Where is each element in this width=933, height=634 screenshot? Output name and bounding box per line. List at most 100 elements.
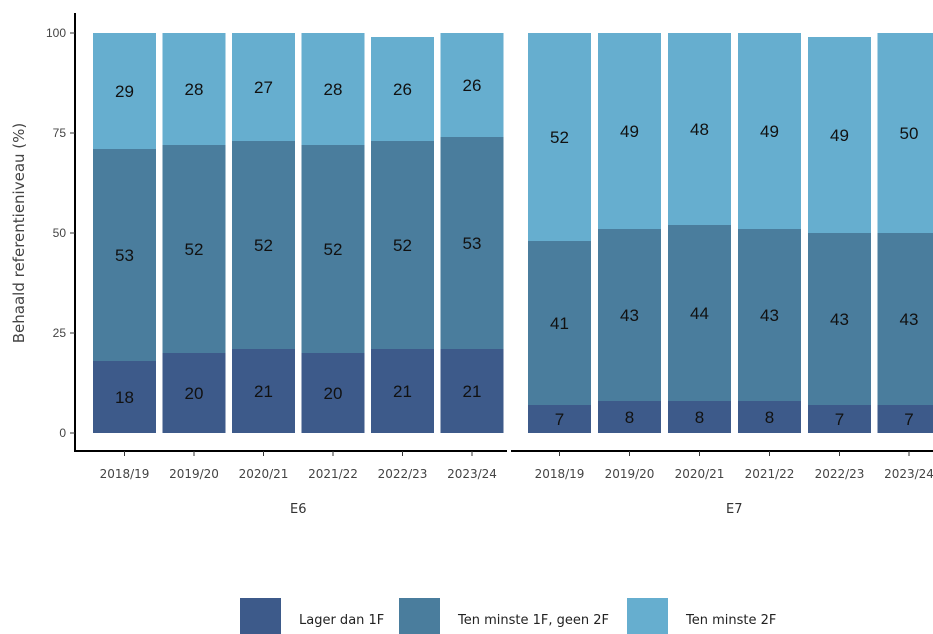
- bar-segment: [598, 33, 661, 229]
- bar-segment: [668, 33, 731, 225]
- data-label: 20: [185, 384, 204, 403]
- bar-segment: [162, 145, 226, 353]
- bar-segment: [877, 405, 933, 433]
- data-label: 52: [393, 236, 412, 255]
- data-label: 43: [900, 310, 919, 329]
- x-tick-label: 2018/19: [100, 467, 150, 481]
- bar-segment: [598, 229, 661, 401]
- data-label: 53: [463, 234, 482, 253]
- bar-segment: [668, 401, 731, 433]
- data-label: 52: [185, 240, 204, 259]
- y-axis: 0 25 50 75 100: [46, 13, 76, 451]
- legend-swatch: [399, 598, 440, 634]
- bar-segment: [440, 137, 504, 349]
- data-label: 7: [835, 410, 844, 429]
- x-tick-label: 2021/22: [308, 467, 358, 481]
- data-label: 28: [185, 80, 204, 99]
- bar-segment: [301, 33, 365, 145]
- x-tick-label: 2022/23: [815, 467, 865, 481]
- legend-label: Lager dan 1F: [299, 613, 384, 628]
- x-tick-label: 2021/22: [745, 467, 795, 481]
- panel-e7: 7 41 52 2018/19 8 43 49 2019/20 8 44 48 2020/21 8 43 4…: [511, 33, 933, 517]
- y-tick-label: 50: [53, 226, 67, 240]
- panel-label: E7: [726, 502, 743, 517]
- bar-segment: [232, 141, 295, 349]
- data-label: 43: [620, 306, 639, 325]
- legend-label: Ten minste 1F, geen 2F: [457, 613, 609, 628]
- legend: Lager dan 1F Ten minste 1F, geen 2F Ten mi…: [240, 598, 776, 634]
- y-axis-label: Behaald referentieniveau (%): [10, 123, 28, 344]
- bar-segment: [93, 33, 156, 149]
- bar-segment: [162, 353, 226, 433]
- legend-item: Ten minste 1F, geen 2F: [399, 598, 609, 634]
- data-label: 52: [324, 240, 343, 259]
- data-label: 41: [550, 314, 569, 333]
- bar-segment: [738, 33, 801, 229]
- bar-segment: [668, 225, 731, 401]
- x-tick-label: 2020/21: [675, 467, 725, 481]
- bar-segment: [528, 405, 591, 433]
- bar-segment: [877, 233, 933, 405]
- data-label: 28: [324, 80, 343, 99]
- x-tick-label: 2022/23: [378, 467, 428, 481]
- bar-segment: [598, 401, 661, 433]
- bar-segment: [528, 241, 591, 405]
- bar-segment: [232, 349, 295, 433]
- bar-segment: [301, 353, 365, 433]
- data-label: 8: [765, 408, 774, 427]
- data-label: 26: [463, 76, 482, 95]
- bar-segment: [371, 141, 434, 349]
- chart-panels: 18 53 29 2018/19 20 52 28 2019/20 21 52 27 2020/21 2…: [74, 33, 933, 517]
- bar-segment: [528, 33, 591, 241]
- data-label: 21: [254, 382, 273, 401]
- legend-label: Ten minste 2F: [685, 613, 776, 628]
- bar-segment: [162, 33, 226, 145]
- data-label: 8: [695, 408, 704, 427]
- data-label: 50: [900, 124, 919, 143]
- x-tick-label: 2023/24: [447, 467, 497, 481]
- x-tick-label: 2018/19: [535, 467, 585, 481]
- panel-label: E6: [290, 502, 307, 517]
- data-label: 8: [625, 408, 634, 427]
- data-label: 52: [550, 128, 569, 147]
- bar-segment: [440, 349, 504, 433]
- bar-segment: [877, 33, 933, 233]
- data-label: 43: [760, 306, 779, 325]
- x-tick-label: 2019/20: [605, 467, 655, 481]
- bar-segment: [808, 37, 871, 233]
- y-tick-label: 100: [46, 26, 66, 40]
- bar-segment: [371, 37, 434, 141]
- data-label: 7: [555, 410, 564, 429]
- data-label: 44: [690, 304, 709, 323]
- bar-segment: [371, 349, 434, 433]
- legend-item: Ten minste 2F: [627, 598, 776, 634]
- x-tick-label: 2020/21: [239, 467, 289, 481]
- y-tick-label: 75: [53, 126, 67, 140]
- data-label: 43: [830, 310, 849, 329]
- bar-segment: [808, 233, 871, 405]
- bar-segment: [738, 401, 801, 433]
- legend-swatch: [627, 598, 668, 634]
- bar-segment: [93, 149, 156, 361]
- data-label: 27: [254, 78, 273, 97]
- x-tick-label: 2019/20: [169, 467, 219, 481]
- data-label: 18: [115, 388, 134, 407]
- legend-item: Lager dan 1F: [240, 598, 384, 634]
- data-label: 29: [115, 82, 134, 101]
- bar-segment: [232, 33, 295, 141]
- data-label: 21: [463, 382, 482, 401]
- y-tick-label: 25: [53, 326, 67, 340]
- x-tick-label: 2023/24: [884, 467, 933, 481]
- legend-swatch: [240, 598, 281, 634]
- y-tick-label: 0: [59, 426, 66, 440]
- data-label: 26: [393, 80, 412, 99]
- bar-segment: [301, 145, 365, 353]
- bar-segment: [738, 229, 801, 401]
- data-label: 7: [904, 410, 913, 429]
- data-label: 53: [115, 246, 134, 265]
- data-label: 21: [393, 382, 412, 401]
- data-label: 48: [690, 120, 709, 139]
- panel-e6: 18 53 29 2018/19 20 52 28 2019/20 21 52 27 2020/21 2…: [74, 33, 507, 517]
- bar-segment: [440, 33, 504, 137]
